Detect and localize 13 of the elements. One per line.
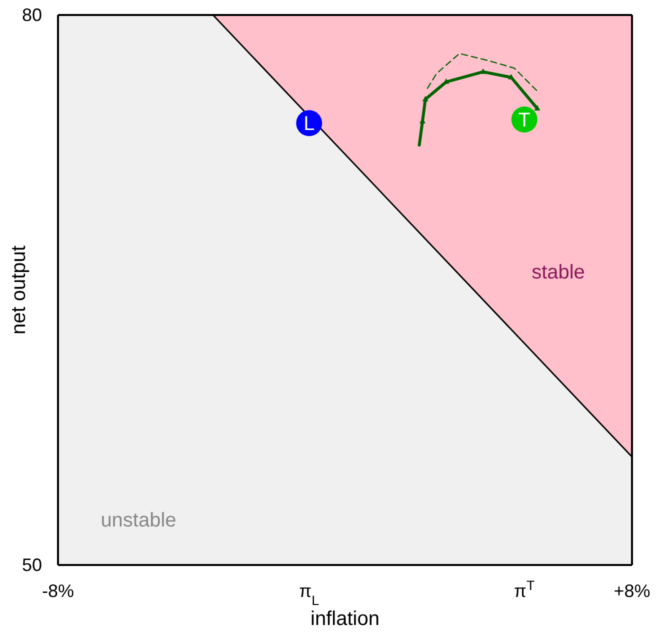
annotation: stable xyxy=(532,261,585,284)
x-tick-label: π$_{L}$ xyxy=(299,581,320,608)
annotation: unstable xyxy=(100,509,176,532)
y-axis-title: net output xyxy=(8,245,30,334)
x-tick-label: -8% xyxy=(42,581,74,601)
y-tick-label: 80 xyxy=(22,5,42,25)
y-tick-label: 50 xyxy=(22,555,42,575)
x-tick-label: π$^{T}$ xyxy=(514,578,535,601)
x-axis-title: inflation xyxy=(310,608,380,630)
data-label: T xyxy=(518,110,530,132)
x-tick-label: +8% xyxy=(614,581,650,601)
data-label: L xyxy=(304,113,315,136)
line-series xyxy=(426,52,540,94)
